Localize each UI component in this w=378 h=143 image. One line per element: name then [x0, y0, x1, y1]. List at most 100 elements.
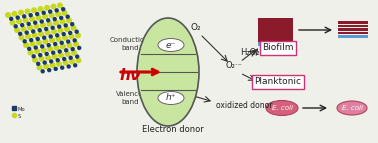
Ellipse shape — [158, 38, 184, 51]
Circle shape — [67, 42, 73, 48]
Circle shape — [49, 37, 55, 43]
Circle shape — [50, 62, 56, 68]
Circle shape — [51, 4, 56, 10]
Circle shape — [28, 49, 34, 55]
Bar — [338, 24, 368, 27]
Circle shape — [27, 25, 33, 31]
Circle shape — [70, 22, 74, 26]
Circle shape — [60, 43, 66, 49]
Circle shape — [59, 19, 65, 25]
Circle shape — [64, 48, 68, 52]
Circle shape — [59, 16, 64, 20]
Circle shape — [34, 45, 38, 50]
Circle shape — [56, 58, 60, 62]
Circle shape — [57, 27, 64, 33]
Circle shape — [68, 31, 73, 35]
Circle shape — [44, 5, 50, 11]
Circle shape — [65, 51, 71, 57]
Circle shape — [33, 20, 37, 25]
Circle shape — [9, 17, 13, 21]
Text: Valence
band: Valence band — [116, 91, 144, 105]
Circle shape — [23, 17, 28, 23]
Bar — [258, 42, 293, 45]
Ellipse shape — [337, 101, 367, 115]
Text: Electron donor: Electron donor — [142, 125, 204, 134]
Text: S: S — [18, 114, 22, 119]
Circle shape — [39, 19, 44, 24]
Bar — [338, 35, 368, 38]
Circle shape — [69, 58, 75, 64]
Circle shape — [53, 42, 57, 46]
Circle shape — [55, 11, 61, 17]
Circle shape — [53, 20, 59, 26]
Bar — [258, 38, 293, 41]
Text: O₂: O₂ — [191, 23, 201, 32]
Circle shape — [68, 34, 74, 40]
Circle shape — [43, 63, 49, 69]
Circle shape — [54, 67, 58, 71]
Circle shape — [42, 11, 46, 15]
Circle shape — [53, 17, 57, 21]
Circle shape — [23, 42, 29, 48]
Circle shape — [22, 14, 26, 19]
Text: O₂·⁻: O₂·⁻ — [225, 61, 242, 70]
Circle shape — [49, 59, 53, 64]
Circle shape — [66, 17, 72, 23]
Circle shape — [68, 56, 73, 60]
Circle shape — [56, 61, 62, 67]
Text: E. coli: E. coli — [271, 105, 293, 111]
Circle shape — [36, 37, 40, 41]
Text: e⁻: e⁻ — [166, 40, 176, 49]
Circle shape — [74, 29, 79, 34]
Circle shape — [40, 22, 46, 28]
Circle shape — [46, 18, 50, 22]
Circle shape — [54, 8, 59, 13]
Circle shape — [42, 13, 48, 19]
Circle shape — [18, 10, 24, 16]
Bar — [258, 34, 293, 37]
Circle shape — [67, 64, 71, 69]
Circle shape — [71, 25, 76, 31]
Circle shape — [42, 60, 47, 65]
Circle shape — [61, 7, 65, 11]
Circle shape — [62, 10, 68, 16]
Circle shape — [76, 57, 82, 63]
Circle shape — [40, 47, 46, 53]
Circle shape — [73, 41, 79, 47]
Circle shape — [62, 35, 68, 41]
Circle shape — [9, 19, 15, 25]
Circle shape — [40, 69, 45, 74]
Circle shape — [14, 24, 18, 28]
Bar — [258, 22, 293, 25]
Ellipse shape — [158, 92, 184, 105]
Circle shape — [54, 45, 59, 51]
Circle shape — [40, 44, 44, 49]
Circle shape — [51, 28, 57, 34]
Circle shape — [37, 6, 43, 12]
Ellipse shape — [266, 101, 298, 116]
Circle shape — [64, 23, 68, 28]
Circle shape — [47, 46, 53, 52]
Circle shape — [73, 63, 77, 67]
Circle shape — [48, 12, 54, 18]
Text: H₂O₂: H₂O₂ — [240, 48, 260, 57]
Circle shape — [32, 57, 38, 63]
Text: Conduction
band: Conduction band — [110, 37, 150, 51]
Circle shape — [46, 21, 53, 27]
Circle shape — [36, 15, 42, 21]
Circle shape — [23, 39, 27, 43]
Circle shape — [36, 40, 42, 46]
Circle shape — [19, 34, 25, 40]
Text: hν: hν — [120, 68, 141, 83]
Circle shape — [38, 31, 44, 37]
Circle shape — [77, 46, 81, 50]
Circle shape — [16, 18, 22, 24]
Circle shape — [45, 30, 51, 36]
Circle shape — [46, 43, 51, 47]
Circle shape — [35, 12, 39, 16]
Text: Biofilm: Biofilm — [262, 43, 294, 52]
Circle shape — [48, 9, 53, 14]
Circle shape — [27, 47, 31, 51]
Circle shape — [28, 13, 33, 17]
Circle shape — [51, 50, 56, 55]
